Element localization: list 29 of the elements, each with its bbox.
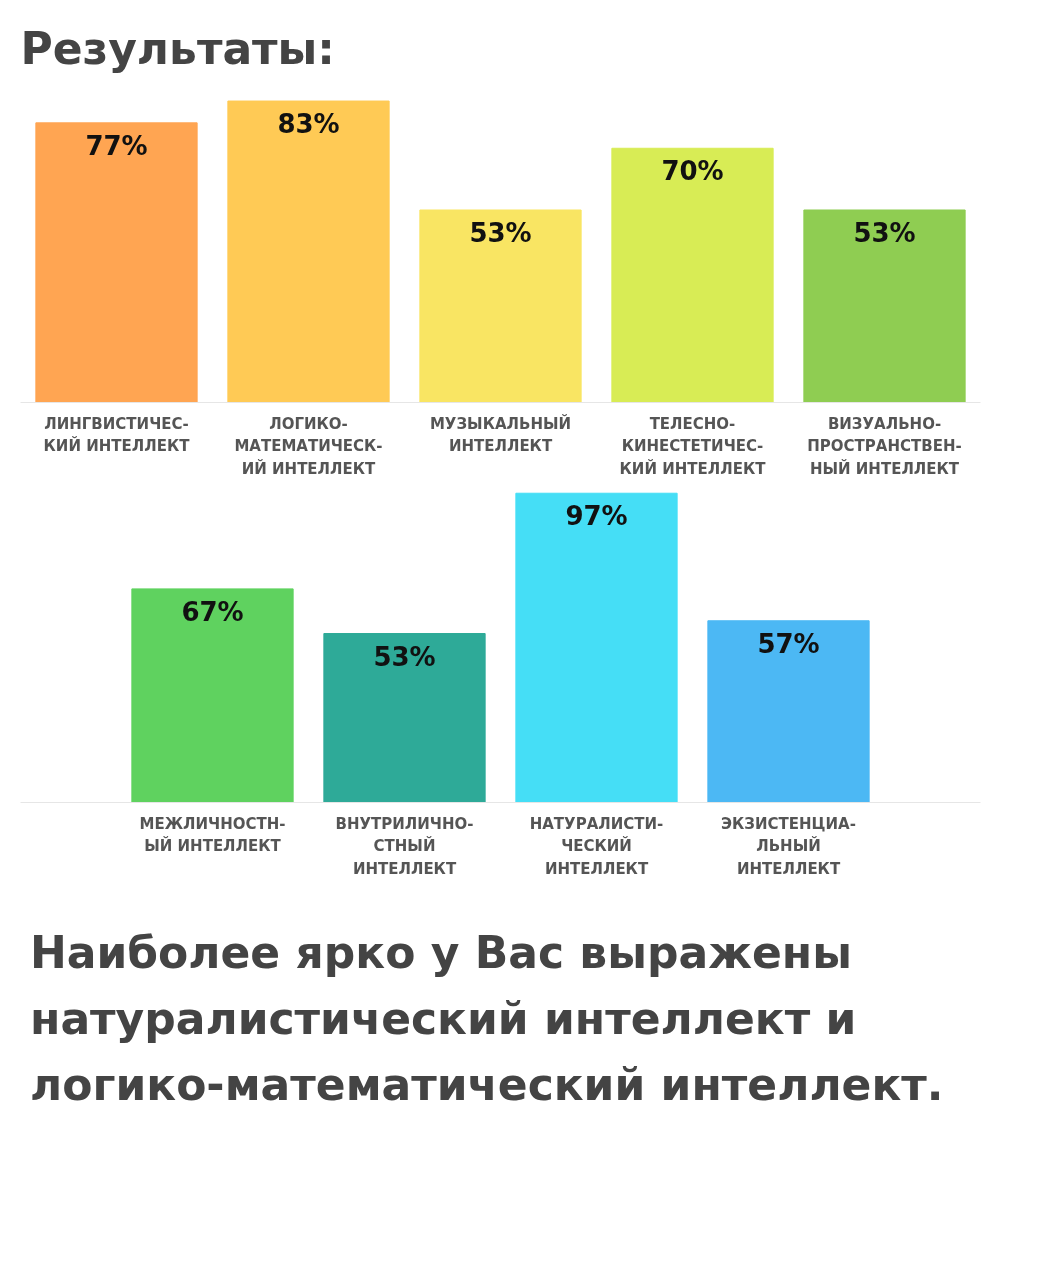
data-label: 77% xyxy=(85,130,148,161)
data-label: 53% xyxy=(469,218,532,248)
data-label: 70% xyxy=(661,156,724,187)
data-label: 67% xyxy=(181,596,244,627)
data-label: 57% xyxy=(757,628,820,659)
bar xyxy=(611,147,774,403)
text: Наиболее ярко у Вас выражены натуралистический интеллект и логико-математический интеллект. xyxy=(30,926,945,1112)
bar xyxy=(35,122,198,403)
bar xyxy=(707,620,870,803)
x-tick-label: МУЗЫКАЛЬНЫЙ ИНТЕЛЛЕКТ xyxy=(429,413,572,455)
data-label: 83% xyxy=(277,109,340,140)
x-tick-label: ЛИНГВИСТИЧЕС- КИЙ ИНТЕЛЛЕКТ xyxy=(43,414,191,455)
data-label: 53% xyxy=(853,218,916,248)
bar xyxy=(227,100,390,403)
data-label: 97% xyxy=(565,501,628,532)
data-label: 53% xyxy=(373,641,436,672)
bar xyxy=(131,588,294,803)
x-tick-label: МЕЖЛИЧНОСТН- ЫЙ ИНТЕЛЛЕКТ xyxy=(139,814,286,855)
bar xyxy=(419,209,582,403)
x-tick-label: ТЕЛЕСНО- КИНЕСТЕТИЧЕС- КИЙ ИНТЕЛЛЕКТ xyxy=(619,414,767,478)
x-tick-label: НАТУРАЛИСТИ- ЧЕСКИЙ ИНТЕЛЛЕКТ xyxy=(529,814,664,878)
x-tick-label: ЭКЗИСТЕНЦИА- ЛЬНЫЙ ИНТЕЛЛЕКТ xyxy=(721,814,856,878)
x-tick-label: ЛОГИКО- МАТЕМАТИЧЕСК- ИЙ ИНТЕЛЛЕКТ xyxy=(234,414,383,478)
x-tick-label: ВНУТРИЛИЧНО- СТНЫЙ ИНТЕЛЛЕКТ xyxy=(335,814,474,878)
bar xyxy=(323,633,486,803)
bar xyxy=(515,492,678,803)
chart-title: Результаты: xyxy=(20,22,335,74)
x-tick-label: ВИЗУАЛЬНО- ПРОСТРАНСТВЕН- НЫЙ ИНТЕЛЛЕКТ xyxy=(807,414,962,478)
bar xyxy=(803,209,966,403)
